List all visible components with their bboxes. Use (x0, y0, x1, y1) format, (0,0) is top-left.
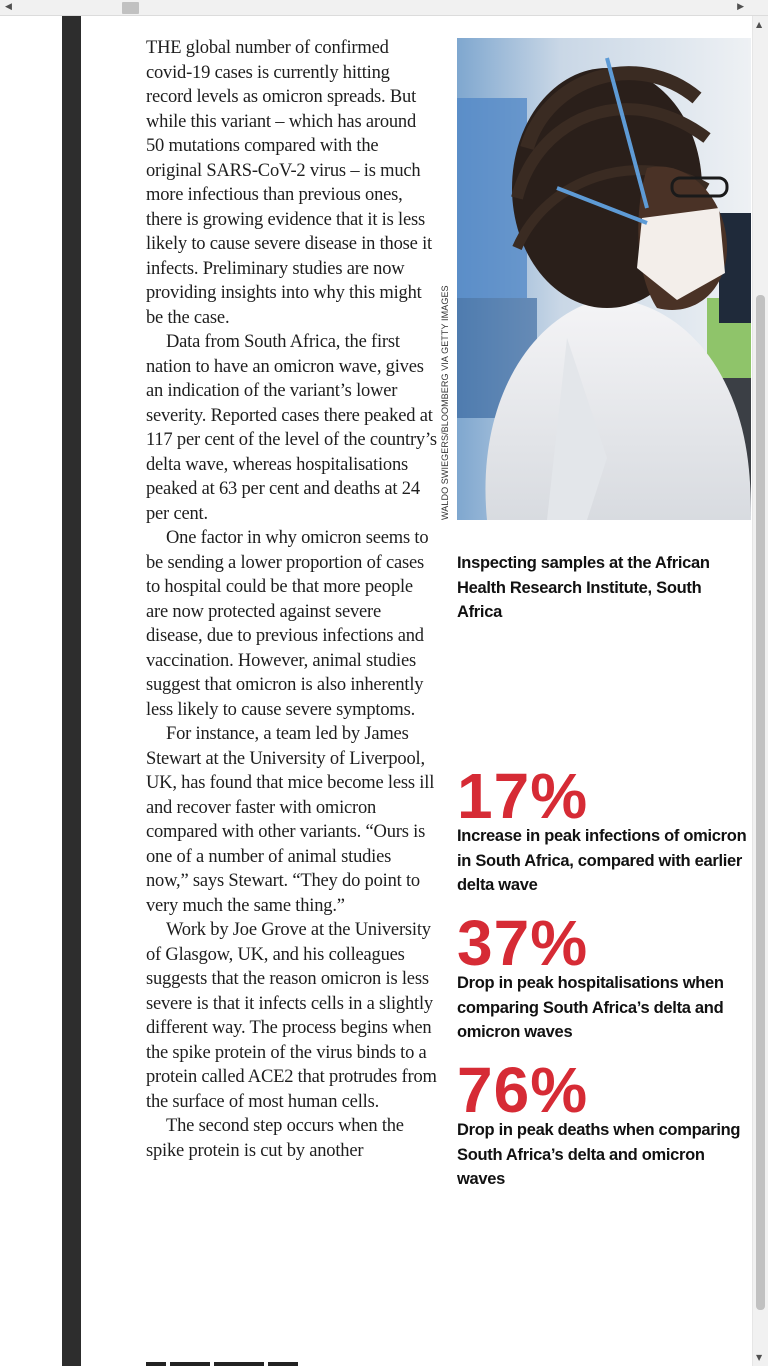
stat-value: 17% (457, 760, 589, 832)
stat-description: Drop in peak hospitalisations when compa… (457, 974, 724, 1041)
scroll-down-icon[interactable]: ▼ (756, 1353, 763, 1362)
stat-infections: 17% Increase in peak infections of omicr… (457, 764, 747, 898)
lab-photo (457, 38, 751, 520)
article-paragraph: The second step occurs when the spike pr… (146, 1116, 404, 1161)
horizontal-scrollbar[interactable]: ◀ ▶ (0, 0, 768, 16)
article-paragraph: THE global number of confirmed covid-19 … (146, 38, 432, 328)
stat-description: Increase in peak infections of omicron i… (457, 827, 747, 894)
truncated-next-line (146, 1358, 316, 1366)
photo-credit: WALDO SWIEGERS/BLOOMBERG VIA GETTY IMAGE… (440, 285, 450, 520)
scroll-up-icon[interactable]: ▲ (756, 20, 763, 29)
article-paragraph: For instance, a team led by James Stewar… (146, 724, 435, 916)
stat-hospitalisations: 37% Drop in peak hospitalisations when c… (457, 911, 747, 1045)
stat-description: Drop in peak deaths when comparing South… (457, 1121, 741, 1188)
article-paragraph: Data from South Africa, the first nation… (146, 332, 437, 524)
stat-value: 37% (457, 907, 589, 979)
scroll-right-icon[interactable]: ▶ (737, 2, 744, 12)
article-paragraph: One factor in why omicron seems to be se… (146, 528, 429, 720)
stat-value: 76% (457, 1054, 589, 1126)
vertical-scrollbar[interactable]: ▲ ▼ (752, 16, 768, 1366)
vertical-scroll-thumb[interactable] (756, 295, 765, 1310)
photo-caption: Inspecting samples at the African Health… (457, 554, 710, 621)
page-gutter-bar (62, 16, 81, 1366)
scroll-left-icon[interactable]: ◀ (5, 2, 12, 12)
stat-deaths: 76% Drop in peak deaths when comparing S… (457, 1058, 747, 1192)
horizontal-scroll-thumb[interactable] (122, 2, 139, 14)
article-paragraph: Work by Joe Grove at the University of G… (146, 920, 437, 1112)
article-body: THE global number of confirmed covid-19 … (146, 36, 438, 1163)
